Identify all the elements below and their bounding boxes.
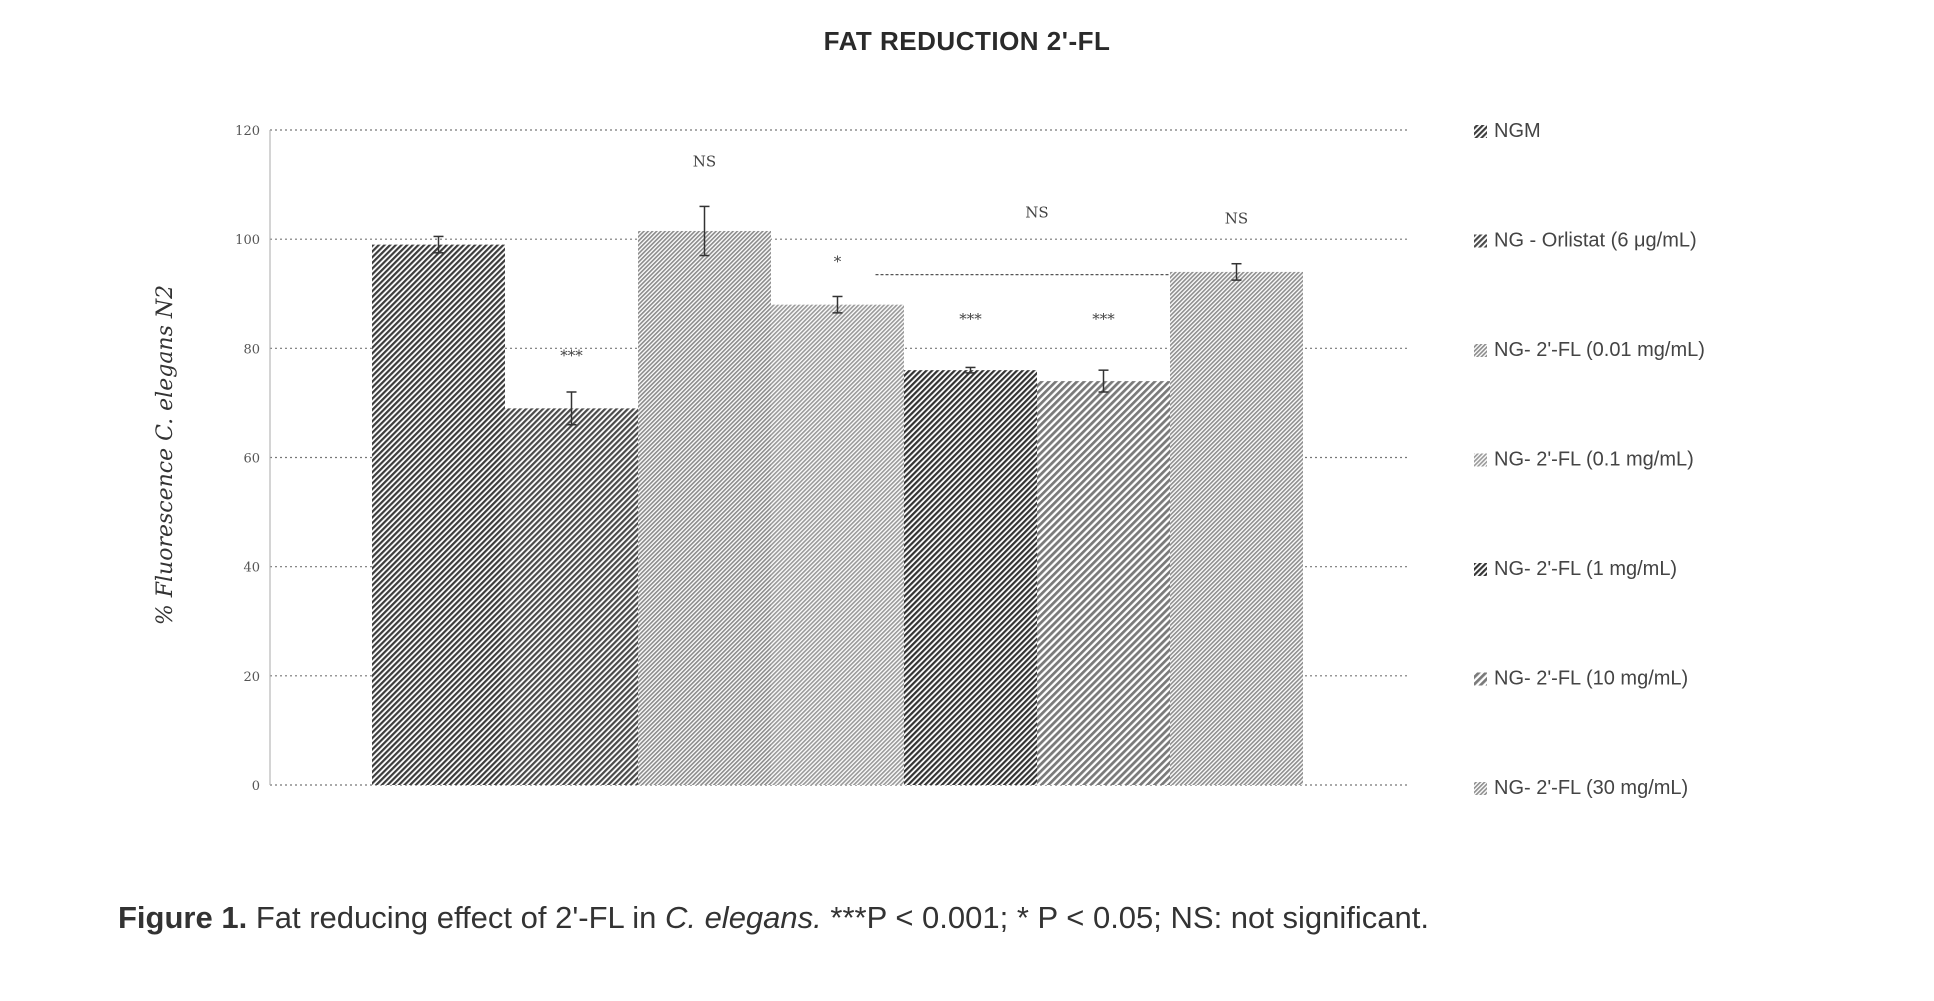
legend: NGM NG - Orlistat (6 μg/mL) NG- 2'-FL (0.0…	[1474, 120, 1705, 799]
bar	[372, 244, 505, 785]
bar-chart: FAT REDUCTION 2'-FL 0 20 40 60 80 100 120 % Fl…	[153, 26, 1705, 799]
y-tick-label: 120	[235, 124, 260, 139]
significance-label: ***	[959, 310, 982, 328]
significance-label: NS	[693, 152, 716, 170]
legend-entry: NG - Orlistat (6 μg/mL)	[1474, 230, 1697, 252]
legend-swatch	[1474, 125, 1487, 138]
legend-label: NG- 2'-FL (0.01 mg/mL)	[1494, 339, 1705, 361]
bar	[904, 370, 1037, 785]
legend-entry: NG- 2'-FL (0.1 mg/mL)	[1474, 449, 1694, 471]
legend-swatch	[1474, 453, 1487, 467]
error-bar	[433, 235, 444, 254]
error-bar	[566, 391, 577, 426]
legend-entry: NGM	[1474, 120, 1541, 142]
bar	[1037, 381, 1170, 785]
figure-caption: Figure 1. Fat reducing effect of 2'-FL i…	[118, 900, 1898, 936]
y-axis-label-suffix: N2	[153, 285, 178, 325]
legend-entry: NG- 2'-FL (0.01 mg/mL)	[1474, 339, 1705, 361]
bar	[505, 408, 638, 785]
bar	[638, 230, 771, 785]
chart-title: FAT REDUCTION 2'-FL	[824, 26, 1111, 56]
y-tick-label: 100	[235, 233, 260, 248]
y-tick-label: 80	[243, 342, 260, 357]
legend-label: NG- 2'-FL (10 mg/mL)	[1494, 668, 1688, 690]
bar	[1170, 271, 1303, 786]
legend-swatch	[1474, 234, 1487, 248]
bracket-label: NS	[1025, 203, 1048, 221]
legend-swatch	[1474, 782, 1487, 795]
gridlines	[269, 129, 1408, 786]
bar	[771, 304, 904, 785]
legend-swatch	[1474, 672, 1487, 686]
legend-entry: NG- 2'-FL (10 mg/mL)	[1474, 668, 1688, 690]
y-axis-ticks: 0 20 40 60 80 100 120	[235, 124, 260, 794]
significance-label: ***	[560, 346, 583, 364]
error-bar	[1098, 369, 1109, 393]
y-tick-label: 60	[243, 452, 260, 467]
error-bars	[433, 205, 1242, 426]
y-axis-label: % Fluorescence C. elegans N2	[153, 285, 178, 625]
y-tick-label: 0	[252, 779, 260, 794]
significance-label: ***	[1092, 310, 1115, 328]
legend-swatch	[1474, 344, 1487, 357]
legend-label: NG - Orlistat (6 μg/mL)	[1494, 230, 1697, 252]
error-bar	[1231, 262, 1242, 281]
legend-label: NG- 2'-FL (1 mg/mL)	[1494, 558, 1677, 580]
legend-label: NGM	[1494, 120, 1541, 142]
error-bar	[699, 205, 710, 257]
legend-swatch	[1474, 563, 1487, 576]
bars	[372, 230, 1303, 786]
figure-label: Figure 1.	[118, 900, 248, 935]
y-axis-label-prefix: % Fluorescence	[153, 441, 178, 625]
caption-significance: ***P < 0.001; * P < 0.05; NS: not signif…	[821, 900, 1429, 935]
significance-label: *	[834, 252, 842, 270]
caption-text: Fat reducing effect of 2'-FL in	[247, 900, 665, 935]
significance-bracket: NS	[875, 203, 1169, 276]
legend-entry: NG- 2'-FL (1 mg/mL)	[1474, 558, 1677, 580]
legend-label: NG- 2'-FL (0.1 mg/mL)	[1494, 449, 1694, 471]
y-tick-label: 20	[243, 670, 260, 685]
legend-label: NG- 2'-FL (30 mg/mL)	[1494, 777, 1688, 799]
significance-label: NS	[1225, 210, 1248, 228]
significance-labels: ***NS**** ***NS	[560, 152, 1248, 364]
error-bar	[832, 295, 843, 314]
error-bar	[965, 366, 976, 374]
y-tick-label: 40	[243, 561, 260, 576]
caption-species: C. elegans.	[664, 900, 822, 935]
y-axis-label-species: C. elegans	[153, 325, 178, 441]
legend-entry: NG- 2'-FL (30 mg/mL)	[1474, 777, 1688, 799]
